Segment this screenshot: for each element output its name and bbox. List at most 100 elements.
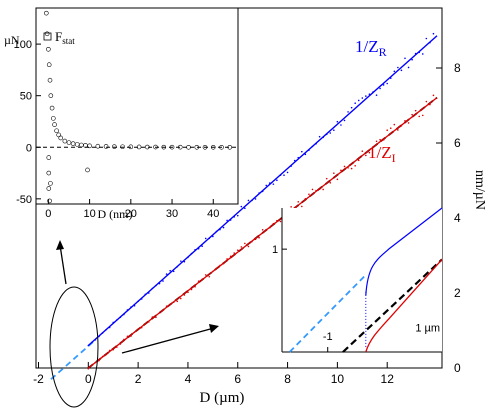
main-series-point-0 <box>400 69 403 72</box>
main-x-tick-label: 12 <box>381 372 395 386</box>
main-series-point-0 <box>407 66 410 69</box>
main-series-point-1 <box>372 146 374 148</box>
main-series-point-1 <box>411 113 413 116</box>
main-series-point-0 <box>297 156 300 159</box>
main-series-point-1 <box>180 297 182 300</box>
main-series-point-1 <box>247 245 250 248</box>
main-series-point-0 <box>286 171 289 174</box>
main-series-point-0 <box>336 120 339 123</box>
main-x-tick-label: 10 <box>331 372 345 386</box>
left-inset-x-tick-label: 0 <box>45 208 51 220</box>
main-series-point-0 <box>432 32 435 35</box>
main-series-point-1 <box>229 255 232 258</box>
main-series-point-0 <box>215 230 218 233</box>
right-inset-bg <box>282 208 442 352</box>
main-series-point-0 <box>119 316 122 319</box>
main-series-point-0 <box>318 135 321 138</box>
main-series-point-0 <box>322 136 324 139</box>
main-series-point-0 <box>236 214 239 217</box>
main-series-point-0 <box>425 37 428 40</box>
main-series-point-0 <box>379 87 381 90</box>
main-series-point-0 <box>140 298 143 300</box>
main-series-point-0 <box>265 184 268 187</box>
main-series-point-1 <box>87 367 90 370</box>
main-series-point-1 <box>325 177 328 180</box>
left-inset-point <box>44 31 50 37</box>
left-inset-point <box>46 62 52 68</box>
main-series-point-1 <box>279 220 282 223</box>
main-series-point-0 <box>272 183 275 185</box>
left-inset-y-tick-label: 0 <box>26 142 32 154</box>
main-series-point-1 <box>108 349 111 352</box>
main-series-point-1 <box>265 229 268 232</box>
left-inset-point <box>46 155 52 160</box>
main-series-point-1 <box>429 103 431 106</box>
right-inset-layer: -1 1 1 µm <box>272 207 443 353</box>
main-series-point-1 <box>290 206 292 208</box>
main-series-point-1 <box>126 335 129 338</box>
main-series-point-1 <box>297 201 300 203</box>
main-series-point-1 <box>215 267 218 270</box>
main-series-point-1 <box>236 249 239 251</box>
main-series-point-0 <box>340 124 342 126</box>
main-series-point-1 <box>315 189 317 192</box>
main-series-point-1 <box>233 252 235 254</box>
main-series-point-0 <box>133 304 136 307</box>
main-series-point-1 <box>418 115 421 118</box>
main-series-point-1 <box>400 125 403 127</box>
main-series-point-1 <box>343 165 346 168</box>
left-inset-point <box>44 10 49 16</box>
right-inset-blue-curve <box>365 207 443 296</box>
main-series-point-1 <box>361 150 364 152</box>
main-series-point-0 <box>91 341 93 344</box>
main-series-point-0 <box>169 269 171 272</box>
main-series-point-1 <box>261 229 264 231</box>
left-inset-point <box>54 128 59 134</box>
main-series-point-1 <box>208 275 211 278</box>
main-series-point-1 <box>158 312 161 314</box>
left-inset-layer: 0 10 20 30 40 -50 0 50 100 <box>14 10 238 220</box>
main-series-point-0 <box>162 280 164 282</box>
main-x-axis-label: D (µm) <box>200 390 245 406</box>
left-inset-point <box>52 122 57 127</box>
main-series-point-1 <box>354 164 356 167</box>
main-series-point-1 <box>183 294 186 296</box>
main-series-point-0 <box>375 94 378 96</box>
main-series-point-1 <box>347 166 349 169</box>
main-series-point-0 <box>126 309 129 311</box>
main-series-point-1 <box>119 343 122 345</box>
main-series-point-0 <box>204 237 207 240</box>
main-series-point-1 <box>404 120 406 122</box>
main-series-point-0 <box>137 300 139 303</box>
main-series-point-0 <box>389 77 392 79</box>
main-series-point-0 <box>397 66 399 69</box>
main-series-point-0 <box>365 95 367 97</box>
main-series-point-0 <box>165 273 168 275</box>
left-inset-point <box>219 144 224 150</box>
left-inset-x-label: D (nm) <box>98 207 133 221</box>
main-series-point-0 <box>247 199 250 202</box>
main-series-point-0 <box>421 53 424 55</box>
main-series-point-1 <box>382 139 385 141</box>
main-series-point-0 <box>333 129 335 131</box>
left-inset-point <box>62 138 68 144</box>
left-inset-y-tick-label: -50 <box>16 194 32 206</box>
main-series-point-0 <box>101 332 104 334</box>
main-series-point-1 <box>133 331 136 333</box>
legend-label: Fstat <box>55 29 75 46</box>
main-series-point-1 <box>155 316 157 319</box>
main-series-point-0 <box>411 58 413 61</box>
main-series-point-1 <box>169 303 171 305</box>
left-inset-point <box>169 144 175 150</box>
left-inset-y-label: µN <box>4 33 20 47</box>
right-inset-scale-label: 1 µm <box>415 322 440 334</box>
main-series-point-1 <box>137 328 139 330</box>
arrow-to-right-inset <box>121 327 215 354</box>
main-series-point-0 <box>283 174 285 176</box>
left-inset-point <box>120 144 125 150</box>
legend-marker <box>43 32 52 41</box>
main-series-point-1 <box>204 274 207 276</box>
main-series-point-0 <box>212 235 214 238</box>
main-series-point-1 <box>226 258 228 260</box>
main-series-point-1 <box>190 288 193 291</box>
